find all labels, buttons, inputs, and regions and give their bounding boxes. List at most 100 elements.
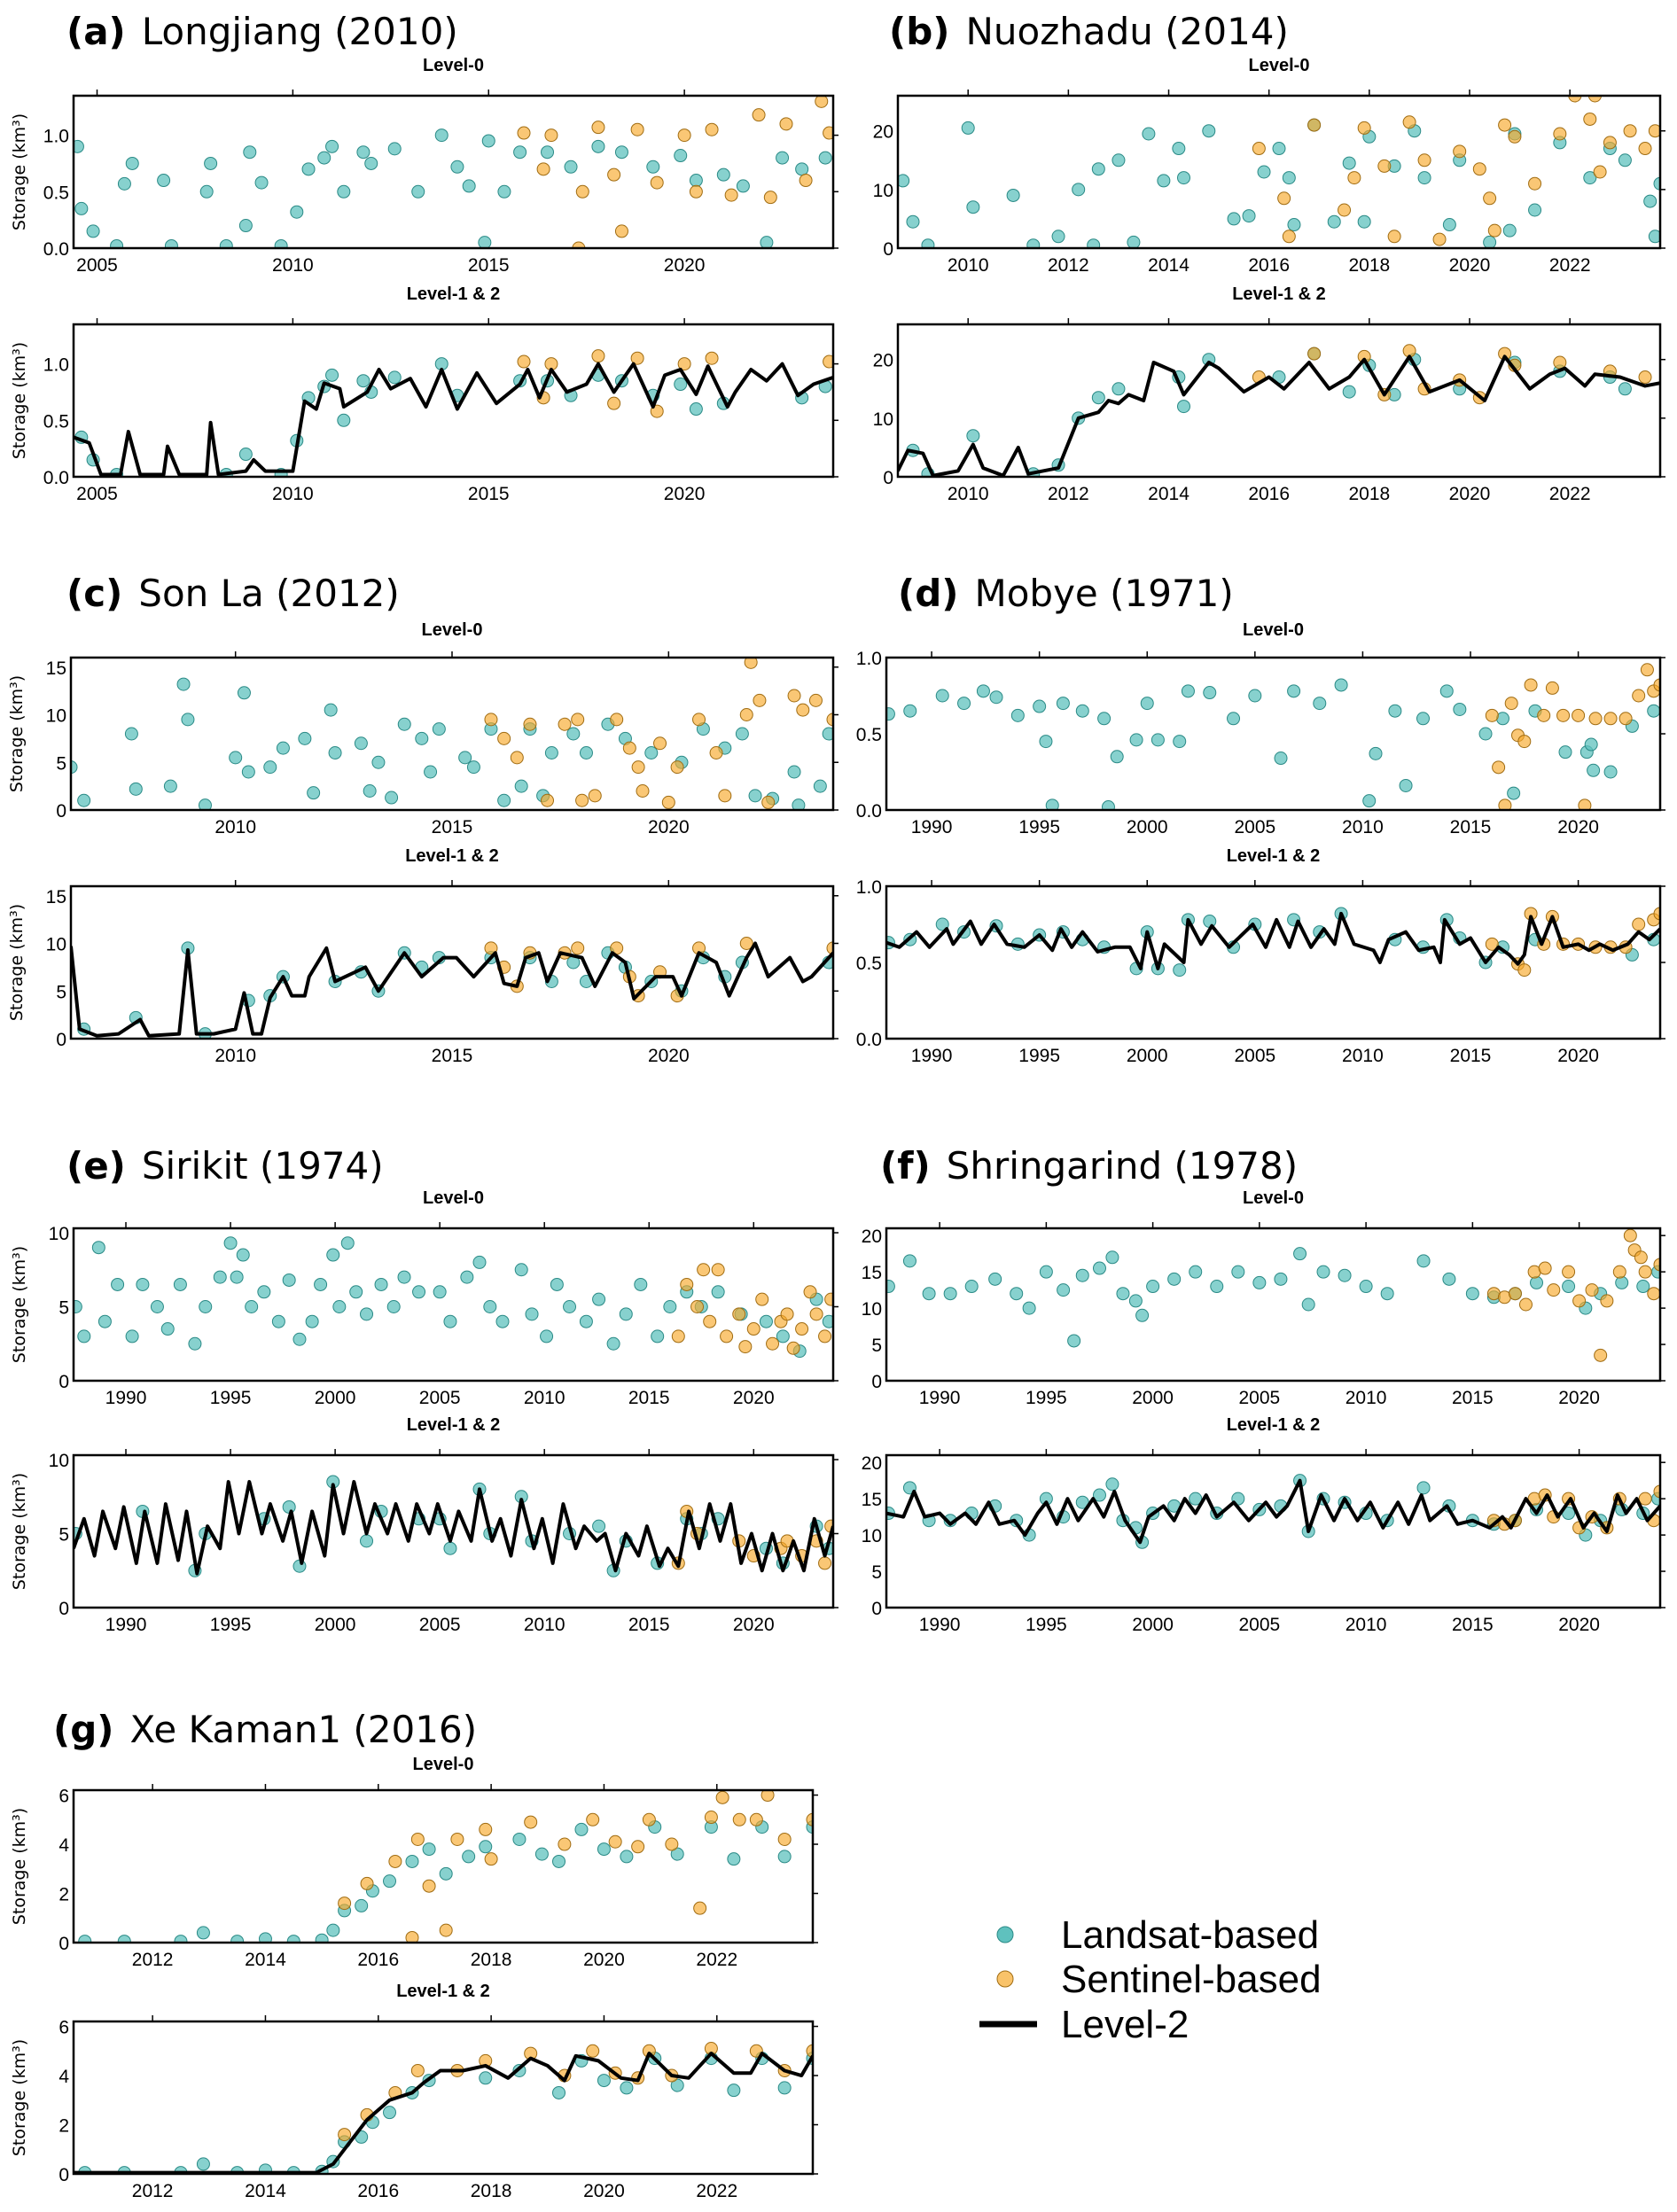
- landsat-point: [564, 160, 578, 174]
- sentinel-point: [405, 1930, 419, 1943]
- level2-line: [74, 2052, 813, 2174]
- subplot-title: Level-1 & 2: [1227, 846, 1321, 866]
- y-axis-label: Storage (km³): [10, 1473, 29, 1590]
- landsat-point: [544, 746, 558, 759]
- landsat-point: [356, 374, 370, 388]
- plot-area: [78, 1790, 813, 1943]
- landsat-point: [822, 727, 833, 741]
- landsat-point: [1135, 1308, 1150, 1322]
- sentinel-point: [1432, 232, 1447, 246]
- x-tick-label: 2010: [948, 484, 989, 504]
- landsat-point: [78, 1935, 92, 1943]
- landsat-point: [1483, 235, 1497, 248]
- sentinel-point: [1485, 937, 1499, 951]
- x-tick-label: 2020: [1558, 1615, 1600, 1635]
- subplot-level12: Level-1 & 2 1990 1995 2000 2005 2010 2015 2020 0…: [856, 846, 1665, 1066]
- landsat-point: [813, 779, 827, 793]
- sentinel-point: [1638, 1492, 1652, 1506]
- landsat-point: [988, 1272, 1002, 1286]
- sentinel-point: [607, 167, 621, 182]
- plot-frame: [72, 1453, 835, 1609]
- panel-letter: (a): [66, 10, 126, 53]
- sentinel-point: [1538, 1261, 1552, 1275]
- landsat-point: [1116, 1287, 1130, 1301]
- landsat-point: [592, 1292, 606, 1306]
- landsat-point: [1110, 750, 1124, 764]
- sentinel-point: [1572, 1294, 1587, 1308]
- landsat-point: [1342, 385, 1356, 399]
- landsat-point: [125, 156, 139, 170]
- panel-letter: (d): [898, 572, 958, 615]
- landsat-point: [727, 1852, 741, 1866]
- landsat-point: [1584, 737, 1598, 752]
- landsat-point: [305, 1314, 319, 1328]
- sentinel-point: [484, 1852, 498, 1866]
- sentinel-point: [636, 784, 650, 798]
- panel-letter: (g): [53, 1708, 113, 1751]
- sentinel-point: [422, 1879, 436, 1893]
- y-tick-label: 10: [873, 181, 893, 201]
- landsat-point: [360, 1534, 374, 1548]
- x-tick-label: 1990: [919, 1388, 961, 1408]
- x-tick-label: 2020: [583, 1950, 625, 1970]
- sentinel-point: [1387, 230, 1401, 244]
- plot-frame: [72, 94, 835, 250]
- landsat-point: [1189, 1265, 1203, 1279]
- sentinel-point: [571, 713, 585, 727]
- sentinel-point: [450, 1832, 464, 1846]
- landsat-point: [292, 1559, 307, 1573]
- x-tick-label: 2022: [696, 1950, 737, 1970]
- landsat-point: [525, 1307, 539, 1321]
- landsat-point: [307, 786, 321, 800]
- x-tick-label: 2020: [1449, 255, 1491, 276]
- landsat-point: [1105, 1250, 1119, 1265]
- y-tick-label: 4: [58, 1835, 69, 1856]
- landsat-point: [196, 2157, 210, 2171]
- landsat-point: [314, 1277, 328, 1291]
- reservoir-name: Mobye (1971): [974, 572, 1233, 615]
- landsat-point: [317, 151, 332, 165]
- y-tick-label: 0.0: [856, 801, 882, 822]
- y-tick-label: 0.0: [856, 1030, 882, 1050]
- legend-sentinel-label: Sentinel-based: [1061, 1958, 1322, 2001]
- subplot-title: Level-0: [1243, 620, 1304, 640]
- y-tick-label: 0.0: [43, 239, 69, 260]
- subplot-level12: Level-1 & 2 2005 2010 2015 2020 0.0 0.5 1.0 Stor…: [10, 284, 838, 504]
- plot-area: [898, 96, 1660, 248]
- landsat-point: [386, 1300, 401, 1314]
- landsat-point: [597, 2074, 611, 2088]
- landsat-point: [1618, 153, 1632, 167]
- sentinel-point: [697, 1263, 711, 1277]
- x-tick-label: 2005: [419, 1615, 461, 1635]
- sentinel-point: [631, 760, 645, 775]
- sentinel-point: [1483, 191, 1497, 206]
- landsat-point: [619, 1307, 633, 1321]
- legend-level2-label: Level-2: [1061, 2003, 1189, 2046]
- landsat-point: [1105, 1477, 1119, 1492]
- landsat-point: [219, 238, 233, 248]
- sentinel-point: [1347, 171, 1361, 185]
- landsat-point: [1293, 1247, 1307, 1261]
- landsat-point: [1101, 800, 1115, 810]
- landsat-point: [472, 1255, 487, 1269]
- landsat-point: [943, 1287, 957, 1301]
- landsat-point: [711, 1285, 725, 1299]
- sentinel-point: [1547, 1283, 1561, 1297]
- landsat-point: [592, 1519, 606, 1533]
- landsat-point: [777, 1850, 792, 1864]
- plot-area: [74, 1475, 833, 1577]
- y-tick-label: 6: [58, 1787, 69, 1807]
- sentinel-point: [824, 1292, 833, 1306]
- x-tick-label: 2018: [471, 2181, 512, 2201]
- landsat-point: [1359, 1280, 1373, 1294]
- landsat-point: [71, 760, 78, 775]
- landsat-point: [1039, 735, 1053, 749]
- landsat-point: [1388, 704, 1402, 718]
- sentinel-point: [572, 241, 586, 248]
- x-tick-label: 2010: [1346, 1615, 1387, 1635]
- sentinel-point: [575, 184, 589, 199]
- landsat-point: [292, 1332, 307, 1346]
- x-tick-label: 1990: [105, 1615, 147, 1635]
- sentinel-point: [760, 1790, 775, 1803]
- sentinel-point: [796, 703, 810, 717]
